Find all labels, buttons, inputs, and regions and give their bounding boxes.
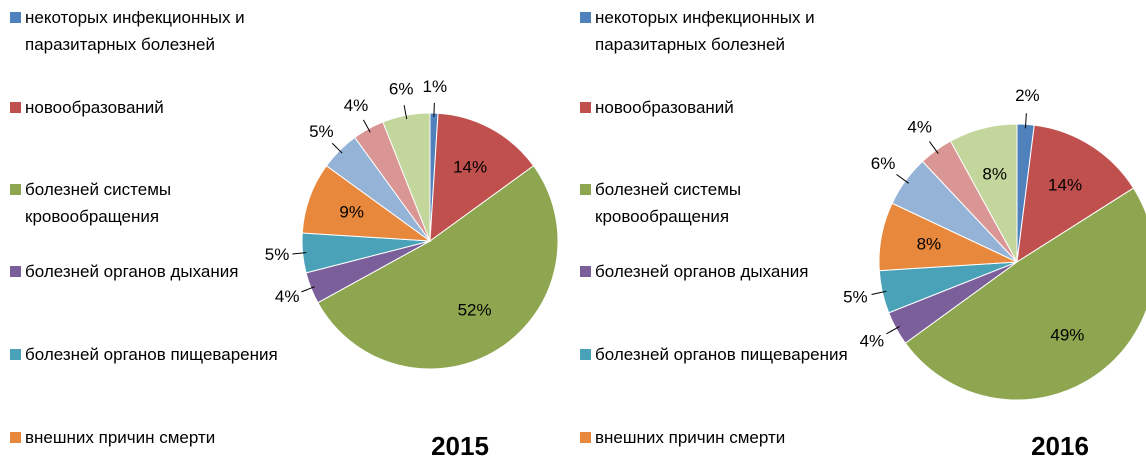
- legend-label: новообразований: [595, 98, 734, 117]
- legend-label: болезней системы кровообращения: [25, 180, 172, 226]
- pie-slice: [429, 112, 535, 243]
- legend-label: болезней органов пищеварения: [25, 345, 278, 364]
- legend-swatch: [580, 12, 591, 23]
- legend-label: некоторых инфекционных и паразитарных бо…: [595, 8, 815, 54]
- data-label: 14%: [453, 158, 487, 177]
- data-label: 8%: [982, 165, 1007, 184]
- leader-line: [1024, 113, 1027, 129]
- leader-line: [362, 119, 371, 133]
- pie-slice: [317, 165, 559, 370]
- legend-label: некоторых инфекционных и паразитарных бо…: [25, 8, 245, 54]
- legend-item: новообразований: [580, 94, 880, 121]
- leader-line: [871, 290, 887, 296]
- data-label: 5%: [309, 122, 334, 141]
- legend-swatch: [10, 349, 21, 360]
- leader-line: [331, 142, 343, 154]
- legend-swatch: [10, 102, 21, 113]
- legend-label: болезней системы кровообращения: [595, 180, 742, 226]
- data-label: 5%: [843, 288, 868, 307]
- legend-item: болезней системы кровообращения: [580, 176, 880, 230]
- data-label: 4%: [275, 287, 300, 306]
- data-label: 6%: [389, 80, 414, 99]
- pie-slice: [949, 123, 1018, 263]
- legend-item: болезней системы кровообращения: [10, 176, 310, 230]
- legend-label: внешних причин смерти: [25, 428, 216, 447]
- legend-label: болезней органов пищеварения: [595, 345, 848, 364]
- leader-line: [886, 326, 900, 335]
- legend-item: новообразований: [10, 94, 310, 121]
- legend-item: внешних причин смерти: [580, 424, 880, 451]
- data-label: 4%: [344, 96, 369, 115]
- pie-slice: [1016, 124, 1135, 263]
- leader-line: [928, 141, 939, 154]
- legend-swatch: [580, 184, 591, 195]
- leader-line: [403, 105, 408, 120]
- legend-item: некоторых инфекционных и паразитарных бо…: [580, 4, 880, 58]
- legend-swatch: [580, 432, 591, 443]
- data-label: 8%: [917, 235, 942, 254]
- chart-title: 2016: [1031, 431, 1089, 461]
- data-label: 49%: [1050, 326, 1084, 345]
- legend-swatch: [580, 349, 591, 360]
- legend-swatch: [580, 266, 591, 277]
- legend-label: новообразований: [25, 98, 164, 117]
- data-label: 1%: [423, 77, 448, 96]
- chart-title: 2015: [431, 431, 489, 461]
- legend-swatch: [10, 266, 21, 277]
- legend-swatch: [580, 102, 591, 113]
- data-label: 6%: [871, 154, 896, 173]
- legend-label: болезней органов дыхания: [25, 262, 239, 281]
- data-label: 2%: [1015, 86, 1040, 105]
- pie-slice: [904, 187, 1146, 401]
- leader-line: [301, 286, 315, 293]
- legend-swatch: [10, 12, 21, 23]
- legend-item: болезней органов пищеварения: [580, 341, 880, 368]
- data-label: 14%: [1048, 176, 1082, 195]
- legend-label: болезней органов дыхания: [595, 262, 809, 281]
- data-label: 52%: [458, 301, 492, 320]
- leader-line: [292, 252, 307, 255]
- legend-swatch: [10, 432, 21, 443]
- leader-line: [896, 173, 909, 184]
- data-label: 4%: [907, 118, 932, 137]
- legend-item: болезней органов дыхания: [580, 258, 880, 285]
- legend-item: внешних причин смерти: [10, 424, 310, 451]
- legend-label: внешних причин смерти: [595, 428, 786, 447]
- legend-item: болезней органов пищеварения: [10, 341, 310, 368]
- data-label: 4%: [860, 331, 885, 350]
- data-label: 9%: [339, 202, 364, 221]
- legend-swatch: [10, 184, 21, 195]
- legend-item: болезней органов дыхания: [10, 258, 310, 285]
- legend-item: некоторых инфекционных и паразитарных бо…: [10, 4, 310, 58]
- data-label: 5%: [265, 245, 290, 264]
